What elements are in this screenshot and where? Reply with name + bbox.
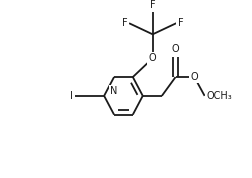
Text: O: O [149, 53, 156, 63]
Text: O: O [172, 44, 179, 54]
Text: F: F [150, 0, 155, 10]
Text: O: O [191, 72, 198, 82]
Text: F: F [122, 18, 127, 28]
Text: N: N [110, 87, 118, 96]
Text: F: F [178, 18, 183, 28]
Text: I: I [70, 91, 73, 101]
Text: OCH₃: OCH₃ [207, 91, 232, 101]
